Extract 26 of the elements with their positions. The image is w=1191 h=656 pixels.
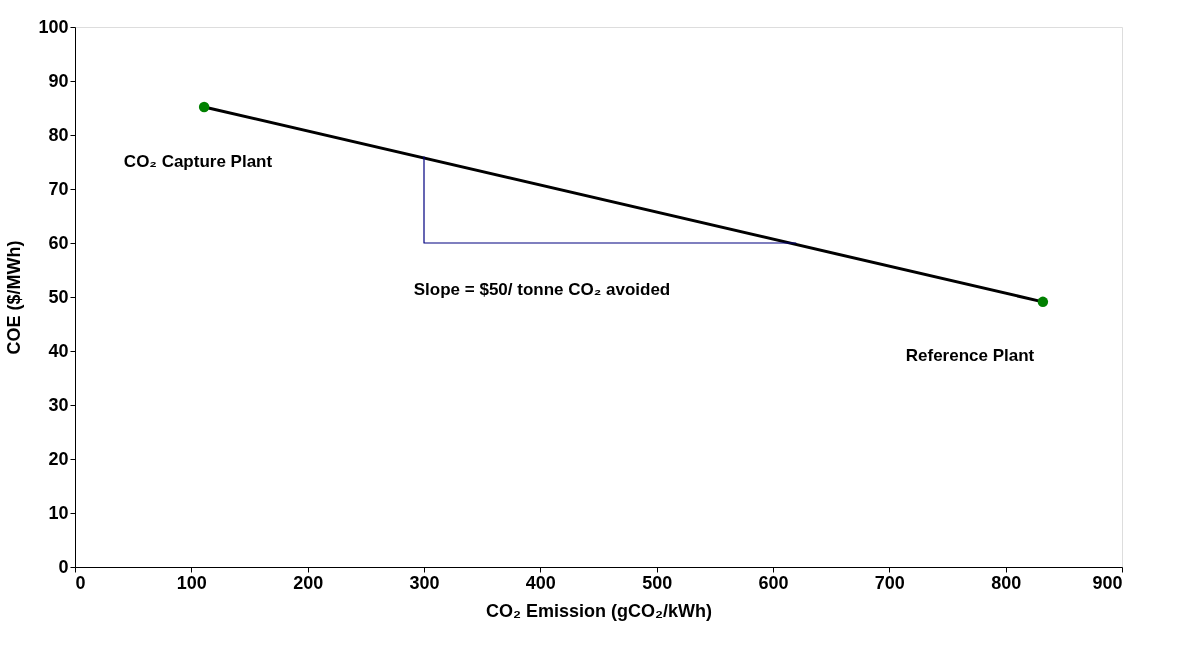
y-tick-label: 60 <box>48 232 69 253</box>
annotation: Reference Plant <box>905 346 1035 365</box>
x-tick-label: 800 <box>991 572 1022 593</box>
x-tick-label: 600 <box>758 572 789 593</box>
y-tick-label: 70 <box>48 178 69 199</box>
y-tick-label: 20 <box>48 448 69 469</box>
annotation: Slope = $50/ tonne CO₂ avoided <box>413 280 671 299</box>
x-tick-label: 0 <box>75 572 86 593</box>
x-axis-title: CO₂ Emission (gCO₂/kWh) <box>485 600 713 621</box>
x-tick-label: 400 <box>525 572 556 593</box>
y-tick-label: 100 <box>38 16 69 37</box>
y-tick-label: 90 <box>48 70 69 91</box>
x-tick-label: 700 <box>874 572 905 593</box>
y-tick-label: 50 <box>48 286 69 307</box>
x-tick-label: 100 <box>176 572 207 593</box>
x-tick-label: 200 <box>293 572 324 593</box>
x-tick-label: 900 <box>1092 572 1123 593</box>
x-tick-label: 300 <box>409 572 440 593</box>
annotation: CO₂ Capture Plant <box>123 152 273 171</box>
y-tick-label: 30 <box>48 394 69 415</box>
y-axis-title: COE ($/MWh) <box>4 240 25 355</box>
y-tick-label: 80 <box>48 124 69 145</box>
y-tick-label: 10 <box>48 502 69 523</box>
y-tick-label: 0 <box>58 556 69 577</box>
y-tick-label: 40 <box>48 340 69 361</box>
x-tick-label: 500 <box>642 572 673 593</box>
